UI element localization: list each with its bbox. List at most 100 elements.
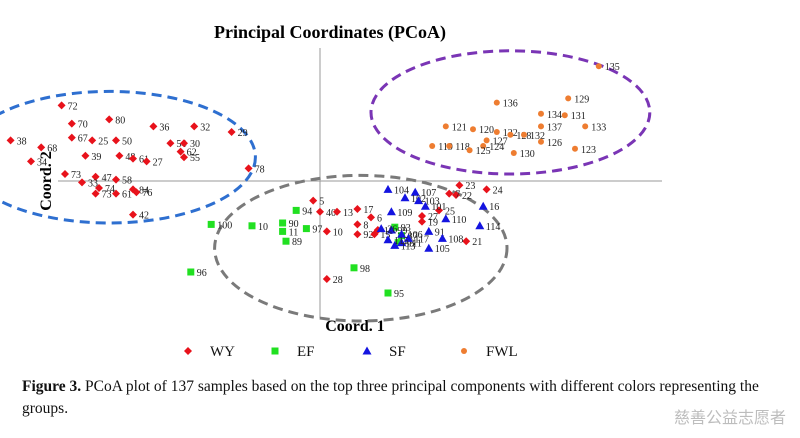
fwl-point-label-135: 135 <box>605 62 620 73</box>
fwl-point-122 <box>493 129 500 135</box>
legend-label-ef: EF <box>297 344 315 360</box>
fwl-point-129 <box>565 95 572 102</box>
wy-point-74 <box>95 184 103 192</box>
ef-point-label-98: 98 <box>360 264 370 275</box>
wy-point-label-24: 24 <box>493 185 503 196</box>
wy-point-10 <box>322 227 331 236</box>
wy-point-28 <box>322 275 331 283</box>
wy-point-label-74: 74 <box>105 184 115 195</box>
sf-point-label-117: 117 <box>414 234 429 245</box>
wy-point-label-19: 19 <box>428 218 438 229</box>
wy-point-30 <box>180 139 188 148</box>
fwl-point-label-119: 119 <box>438 142 453 153</box>
legend-label-sf: SF <box>389 344 406 360</box>
wy-point-label-67: 67 <box>78 134 88 145</box>
sf-point-115 <box>383 235 393 244</box>
wy-point-76 <box>132 188 141 197</box>
fwl-point-134 <box>538 110 544 117</box>
wy-point-label-73: 73 <box>71 170 81 181</box>
sf-point-label-108: 108 <box>448 234 463 245</box>
wy-point-32 <box>190 122 199 131</box>
ef-point-88 <box>394 239 402 247</box>
watermark: 慈善公益志愿者 <box>673 408 786 427</box>
group-ellipses <box>0 49 652 323</box>
wy-point-label-78: 78 <box>255 164 265 175</box>
ef-point-94 <box>292 206 300 214</box>
legend-marker-wy <box>184 347 192 355</box>
axes <box>58 48 662 318</box>
wy-point-7 <box>445 189 454 198</box>
sf-point-label-109: 109 <box>397 208 412 219</box>
ellipse-wy <box>0 89 257 225</box>
ef-point-label-89: 89 <box>292 237 302 248</box>
fwl-point-label-125: 125 <box>476 146 491 157</box>
fwl-point-label-136: 136 <box>503 99 518 110</box>
fwl-point-119 <box>429 143 436 149</box>
sf-point-101 <box>420 201 430 210</box>
wy-point-label-28: 28 <box>333 275 343 286</box>
ef-point-97 <box>302 225 310 233</box>
wy-point-label-23: 23 <box>465 181 475 192</box>
wy-point-label-38: 38 <box>17 136 27 147</box>
wy-point-label-39: 39 <box>91 152 101 163</box>
wy-point-21 <box>462 237 471 246</box>
fwl-point-124 <box>480 143 487 149</box>
sf-point-102 <box>400 193 410 202</box>
wy-point-label-7: 7 <box>455 190 460 201</box>
sf-point-label-106: 106 <box>408 230 423 241</box>
wy-point-25 <box>88 136 97 145</box>
ef-point-93 <box>391 223 399 231</box>
sf-point-104 <box>383 184 393 193</box>
legend-marker-ef <box>271 347 279 355</box>
wy-point-22 <box>452 191 460 199</box>
wy-point-67 <box>67 133 76 142</box>
sf-point-label-104: 104 <box>394 185 409 196</box>
fwl-point-120 <box>470 126 476 133</box>
wy-point-54 <box>166 139 175 148</box>
wy-point-68 <box>37 143 46 152</box>
wy-point-39 <box>81 151 90 160</box>
wy-point-73 <box>61 170 69 178</box>
sf-point-105 <box>424 243 434 252</box>
sf-point-108 <box>437 233 447 242</box>
fwl-point-label-126: 126 <box>547 138 562 149</box>
chart-title: Principal Coordinates (PCoA) <box>214 22 446 43</box>
wy-point-27 <box>142 157 151 166</box>
legend: WY EF SF FWL <box>184 344 518 360</box>
wy-point-label-84: 84 <box>139 185 149 196</box>
wy-point-label-5: 5 <box>319 197 324 208</box>
wy-point-80 <box>105 115 114 124</box>
wy-point-label-62: 62 <box>187 148 197 159</box>
wy-point-label-32: 32 <box>200 122 210 133</box>
fwl-point-121 <box>442 123 449 130</box>
wy-point-label-50: 50 <box>122 136 132 147</box>
wy-point-label-40: 40 <box>326 208 336 219</box>
fwl-point-label-124: 124 <box>489 142 504 153</box>
fwl-point-label-123: 123 <box>581 145 596 156</box>
wy-point-label-70: 70 <box>78 120 88 131</box>
legend-label-fwl: FWL <box>486 344 518 360</box>
ef-point-label-96: 96 <box>197 268 207 279</box>
pcoa-chart: Principal Coordinates (PCoA) Coord. 2 Co… <box>0 22 662 360</box>
sf-point-99 <box>386 225 396 234</box>
sf-point-label-103: 103 <box>425 197 440 208</box>
fwl-point-126 <box>538 138 544 145</box>
wy-point-label-25: 25 <box>445 206 455 217</box>
wy-point-17 <box>353 205 362 213</box>
fwl-point-118 <box>446 143 453 149</box>
series-wy: 7280703868672550363229543062553439486127… <box>6 101 503 286</box>
sf-point-111 <box>397 238 407 247</box>
wy-point-8 <box>353 220 362 229</box>
ellipse-fwl <box>369 49 652 176</box>
wy-point-label-34: 34 <box>37 157 47 168</box>
sf-point-label-26: 26 <box>387 225 397 236</box>
wy-point-78 <box>244 164 253 173</box>
fwl-point-137 <box>538 123 544 130</box>
sf-point-107 <box>410 187 420 196</box>
caption-text: PCoA plot of 137 samples based on the to… <box>22 378 759 417</box>
wy-point-36 <box>149 122 158 131</box>
sf-point-label-111: 111 <box>408 239 422 250</box>
sf-point-16 <box>478 201 488 210</box>
sf-point-117 <box>403 233 413 242</box>
wy-point-70 <box>67 119 76 128</box>
